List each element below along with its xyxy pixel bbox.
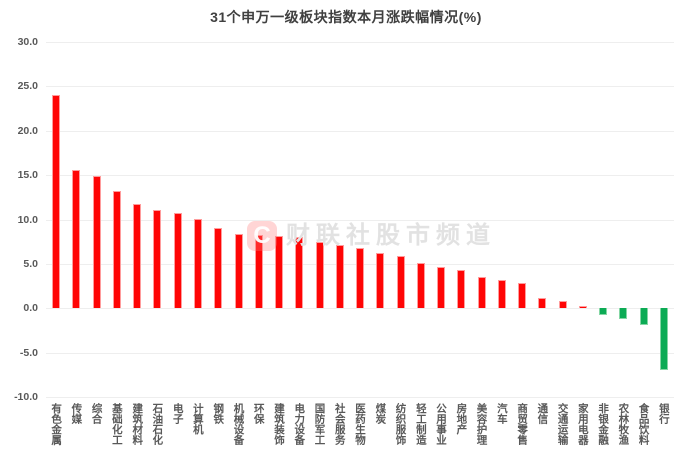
x-axis-tick-label: 环保 [252,403,265,424]
x-axis-tick-label: 石油石化 [151,403,164,445]
bar-环保 [254,234,263,309]
bar-家用电器 [578,305,587,309]
gridline-y-25 [46,86,674,88]
x-axis-tick-label: 国防军工 [313,403,326,445]
x-axis-tick-label: 电力设备 [293,403,306,445]
gridline-y-20 [46,130,674,132]
x-axis-tick-label: 非银金融 [597,403,610,445]
y-axis-tick-label: 0.0 [23,302,38,315]
bar-传媒 [72,169,81,309]
x-axis-tick-label: 传媒 [70,403,83,424]
x-axis-tick-label: 建筑材料 [131,403,144,445]
bar-交通运输 [558,301,567,309]
x-axis-tick-label: 农林牧渔 [617,403,630,445]
x-axis-tick-label: 纺织服饰 [394,403,407,445]
x-axis-tick-label: 家用电器 [576,403,589,445]
x-axis-tick-label: 食品饮料 [637,403,650,445]
x-axis-tick-label: 社会服务 [333,403,346,445]
gridline-y--5 [46,352,674,354]
gridline-y-15 [46,175,674,177]
bar-商贸零售 [518,282,527,309]
bar-非银金融 [599,308,608,316]
y-axis-tick-label: 10.0 [17,213,38,226]
y-axis-tick-label: -10.0 [14,391,38,403]
gridline-y-0 [46,308,674,310]
x-axis-tick-label: 医药生物 [354,403,367,445]
x-axis-tick-label: 商贸零售 [516,403,529,445]
x-axis-tick-label: 机械设备 [232,403,245,445]
x-axis-tick-label: 钢铁 [212,403,225,424]
bar-房地产 [457,270,466,309]
bar-汽车 [497,279,506,309]
x-axis-tick-label: 汽车 [495,403,508,424]
bar-建筑材料 [133,204,142,309]
x-axis-tick-label: 建筑装饰 [273,403,286,445]
chart-title: 31个申万一级板块指数本月涨跌幅情况(%) [210,9,482,25]
gridline-y-30 [46,42,674,43]
x-axis-tick-label: 房地产 [455,403,468,435]
bar-社会服务 [335,245,344,309]
y-axis-tick-label: 5.0 [23,257,38,270]
plot-area [46,42,674,398]
bar-电力设备 [295,237,304,309]
x-axis-tick-label: 计算机 [191,403,204,435]
bar-有色金属 [52,95,61,309]
x-axis-tick-label: 银行 [657,403,670,424]
y-axis-tick-label: 30.0 [17,36,38,48]
bar-纺织服饰 [396,255,405,309]
bar-计算机 [193,218,202,309]
bar-轻工制造 [416,263,425,309]
bar-医药生物 [356,247,364,309]
bar-美容护理 [477,277,486,309]
bar-钢铁 [214,227,223,309]
bar-综合 [92,176,101,309]
x-axis-tick-label: 轻工制造 [414,403,427,445]
x-axis-tick-label: 交通运输 [556,403,569,445]
x-axis-tick-label: 公用事业 [435,403,448,445]
bar-银行 [659,308,668,371]
x-axis-tick-label: 电子 [171,403,184,424]
bar-基础化工 [112,191,121,309]
bar-石油石化 [153,209,162,309]
x-axis-tick-label: 美容护理 [475,403,488,445]
y-axis-tick-label: 25.0 [17,80,38,93]
bar-食品饮料 [639,308,648,326]
bar-机械设备 [234,233,243,309]
bar-公用事业 [437,266,445,309]
bar-农林牧渔 [619,308,628,319]
bar-煤炭 [376,253,385,309]
x-axis-tick-label: 煤炭 [374,403,387,424]
bar-国防军工 [315,241,324,309]
gridline-y-10 [46,219,674,221]
bar-建筑装饰 [275,236,283,309]
y-axis-tick-label: -5.0 [19,346,38,359]
y-axis-tick-label: 15.0 [17,169,38,182]
x-axis-tick-label: 有色金属 [50,403,63,445]
bar-通信 [538,297,547,309]
x-axis-tick-label: 通信 [536,403,549,424]
x-axis-tick-label: 基础化工 [110,403,123,445]
y-axis-tick-label: 20.0 [17,124,38,137]
x-axis-tick-label: 综合 [90,403,103,424]
gridline-y--10 [46,397,674,398]
bar-电子 [173,213,182,309]
